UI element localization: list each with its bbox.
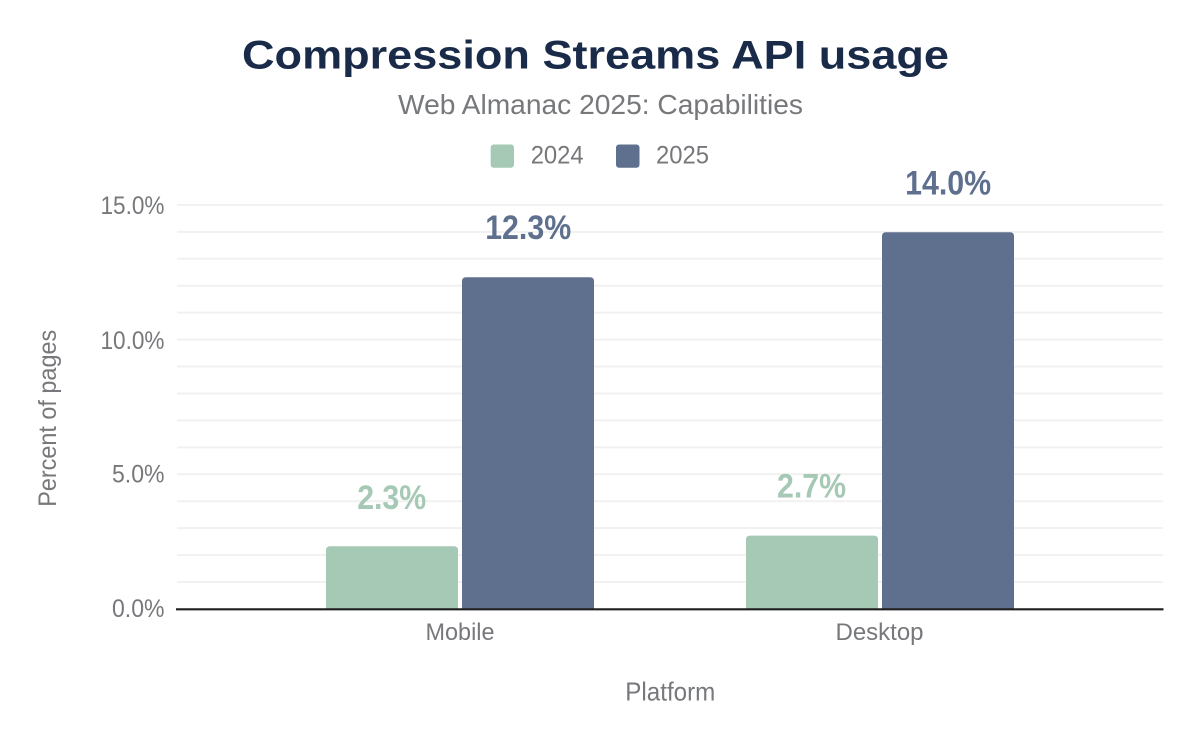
svg-text:12.3%: 12.3% <box>485 209 571 247</box>
svg-text:2.7%: 2.7% <box>777 467 846 505</box>
svg-text:Compression Streams API usage: Compression Streams API usage <box>242 34 949 78</box>
svg-text:2025: 2025 <box>656 142 709 170</box>
svg-text:10.0%: 10.0% <box>101 327 165 355</box>
svg-text:2.3%: 2.3% <box>357 479 426 517</box>
svg-text:14.0%: 14.0% <box>905 164 991 202</box>
svg-text:Platform: Platform <box>625 677 715 707</box>
svg-text:Percent of pages: Percent of pages <box>34 330 62 507</box>
svg-text:Mobile: Mobile <box>426 619 495 646</box>
svg-text:15.0%: 15.0% <box>101 192 165 220</box>
svg-text:5.0%: 5.0% <box>112 461 165 489</box>
svg-text:0.0%: 0.0% <box>112 595 165 623</box>
svg-text:Web Almanac 2025: Capabilities: Web Almanac 2025: Capabilities <box>398 89 803 120</box>
svg-text:Desktop: Desktop <box>836 619 924 646</box>
svg-text:2024: 2024 <box>531 142 584 170</box>
